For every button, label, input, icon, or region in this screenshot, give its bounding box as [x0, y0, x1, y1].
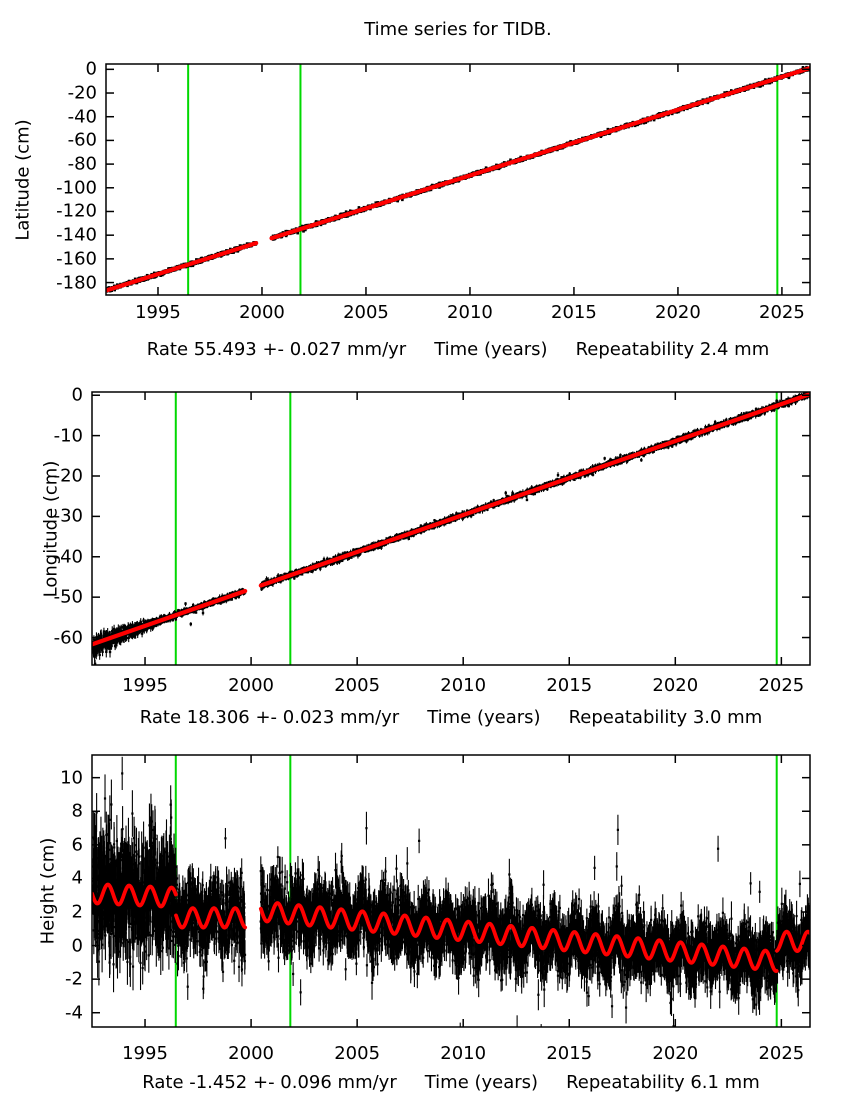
- y-tick-label: -20: [53, 465, 83, 487]
- y-tick-label: 6: [71, 834, 83, 856]
- rate-label: Rate 18.306 +- 0.023 mm/yr: [139, 707, 400, 728]
- y-tick-label: 0: [71, 384, 83, 406]
- y-tick-label: -180: [56, 272, 97, 294]
- y-tick-label: -140: [56, 224, 97, 246]
- repeatability-label: Repeatability 3.0 mm: [568, 707, 763, 728]
- y-tick-label: 0: [71, 935, 83, 957]
- y-tick-label: -40: [53, 546, 83, 568]
- x-tick-label: 2020: [652, 675, 699, 696]
- y-tick-label: -4: [65, 1002, 83, 1024]
- y-tick-label: -40: [67, 106, 97, 128]
- longitude-caption: Rate 18.306 +- 0.023 mm/yr Time (years) …: [140, 707, 762, 728]
- time-axis-label: Time (years): [427, 707, 541, 728]
- time-axis-label: Time (years): [434, 339, 548, 360]
- y-tick-label: 8: [71, 800, 83, 822]
- y-tick-label: 4: [71, 867, 83, 889]
- rate-label: Rate 55.493 +- 0.027 mm/yr: [146, 339, 407, 360]
- height-caption: Rate -1.452 +- 0.096 mm/yr Time (years) …: [142, 1072, 760, 1093]
- x-tick-label: 2025: [759, 302, 805, 323]
- x-tick-label: 2005: [334, 675, 381, 696]
- y-tick-label: -10: [53, 425, 83, 447]
- x-tick-label: 2015: [546, 1043, 593, 1064]
- x-tick-label: 1995: [122, 675, 168, 696]
- y-tick-label: 0: [85, 58, 97, 80]
- x-tick-label: 2010: [447, 302, 493, 323]
- x-tick-label: 2005: [343, 302, 389, 323]
- y-tick-label: -30: [53, 505, 83, 527]
- rate-label: Rate -1.452 +- 0.096 mm/yr: [142, 1072, 397, 1093]
- chart-title: Time series for TIDB.: [364, 19, 552, 40]
- repeatability-label: Repeatability 6.1 mm: [566, 1072, 760, 1093]
- x-tick-label: 2020: [655, 302, 701, 323]
- repeatability-label: Repeatability 2.4 mm: [575, 339, 770, 360]
- x-tick-label: 2025: [758, 675, 805, 696]
- y-tick-label: -100: [56, 177, 97, 199]
- y-tick-label: -50: [53, 586, 83, 608]
- latitude-axis-label-text: Latitude (cm): [12, 119, 34, 241]
- time-axis-label: Time (years): [424, 1072, 539, 1093]
- x-tick-label: 2010: [440, 675, 487, 696]
- y-tick-label: -80: [67, 153, 97, 175]
- x-tick-label: 2005: [334, 1043, 381, 1064]
- y-tick-label: -60: [67, 129, 97, 151]
- y-tick-label: 2: [71, 901, 83, 923]
- x-tick-label: 2015: [546, 675, 593, 696]
- x-tick-label: 2025: [758, 1043, 805, 1064]
- x-tick-label: 2000: [228, 1043, 274, 1064]
- y-tick-label: -160: [56, 248, 97, 270]
- x-tick-label: 2010: [440, 1043, 487, 1064]
- x-tick-label: 2020: [652, 1043, 699, 1064]
- x-tick-label: 1995: [122, 1043, 168, 1064]
- height-axis-label-text: Height (cm): [37, 837, 59, 945]
- y-tick-label: -120: [56, 200, 97, 222]
- y-tick-label: -2: [65, 968, 83, 990]
- x-tick-label: 1995: [135, 302, 181, 323]
- y-tick-label: -20: [67, 82, 97, 104]
- y-tick-label: -60: [53, 627, 83, 649]
- y-tick-label: 10: [60, 767, 83, 789]
- latitude-caption: Rate 55.493 +- 0.027 mm/yr Time (years) …: [147, 339, 769, 360]
- x-tick-label: 2015: [551, 302, 597, 323]
- x-tick-label: 2000: [239, 302, 285, 323]
- x-tick-label: 2000: [228, 675, 274, 696]
